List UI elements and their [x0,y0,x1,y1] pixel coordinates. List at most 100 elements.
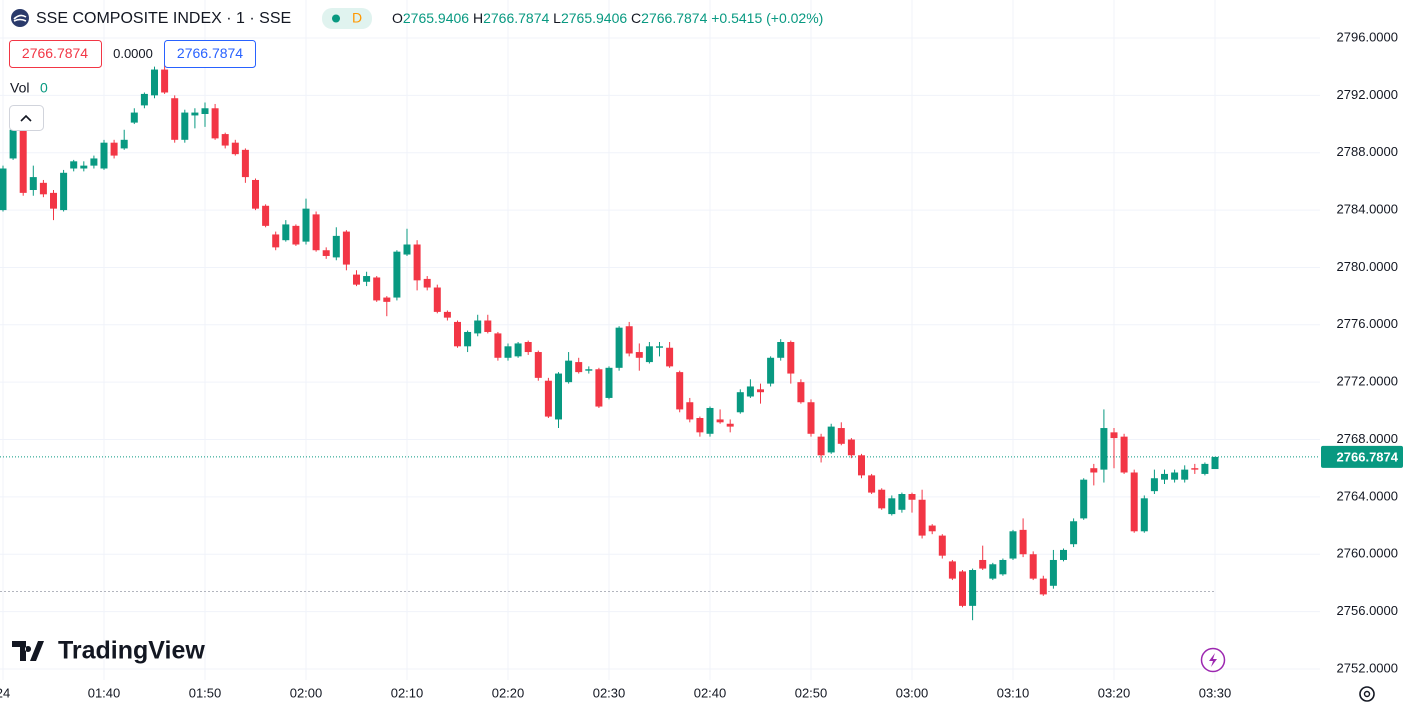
candle-body [1161,473,1168,480]
buy-box[interactable] [164,40,256,68]
status-pill[interactable] [322,8,372,29]
candle-body [969,570,977,606]
candle-body [504,346,512,358]
collapse-icon [20,114,32,122]
candle-body [231,142,239,155]
y-tick-label: 2796.0000 [1337,29,1398,44]
candle-body [221,134,229,146]
x-tick-label: 03:30 [1199,685,1232,700]
candle-body [1060,549,1067,560]
candle-body [514,343,522,357]
candle-body [827,426,835,453]
candle-body [322,250,330,256]
candle-body [19,129,27,193]
ohlc-legend: O2765.9406 H2766.7874 L2765.9406 C2766.7… [392,10,823,26]
candle-body [847,439,855,456]
candle-body [50,192,57,209]
candle-body [918,499,926,536]
candle-body [90,158,98,166]
candle-body [544,380,552,417]
candle-body [241,149,249,178]
y-tick-label: 2784.0000 [1337,202,1398,217]
candle-body [1201,463,1209,474]
candle-body [676,372,684,410]
ohlc-value: 2766.7874 [483,10,549,26]
collapse-button[interactable] [9,105,44,131]
candle-body [1029,554,1037,579]
candle-body [312,214,320,251]
candle-body [777,342,785,358]
x-tick-label: 02:10 [391,685,424,700]
candle-body [746,386,754,397]
candle-body [302,208,310,242]
candle-body [696,418,704,433]
candle-body [1171,472,1179,480]
candle-body [1090,468,1098,473]
candle-body [989,564,997,579]
volume-label: Vol [10,80,29,96]
last-price-label: 2766.7874 [1337,449,1399,464]
candle-body [666,347,674,367]
candle-body [484,320,492,332]
candle-body [1150,478,1158,492]
candle-body [837,428,845,444]
candle-body [403,244,411,255]
candle-body [706,407,714,434]
ohlc-letter: H [473,10,483,26]
candle-body [454,321,461,347]
candle-body [585,369,593,371]
candle-body [191,112,199,116]
x-tick-label: 01:50 [189,685,222,700]
candle-body [292,225,300,245]
ohlc-value: 2765.9406 [561,10,627,26]
symbol-title[interactable]: SSE COMPOSITE INDEX · 1 · SSE [36,10,291,27]
candle-body [948,561,956,579]
candle-body [332,235,340,258]
x-tick-label: 02:00 [290,685,323,700]
candle-body [716,419,724,423]
candle-body [898,494,906,510]
candle-body [171,98,179,140]
candle-body [938,535,946,556]
candle-body [1110,432,1118,439]
ohlc-value: 2766.7874 [641,10,707,26]
sell-box[interactable] [9,40,102,68]
candle-body [1070,521,1078,545]
candle-body [787,342,795,374]
candle-body [656,346,663,348]
y-tick-label: 2780.0000 [1337,259,1398,274]
x-tick-label: 02:20 [492,685,525,700]
candle-body [1080,479,1088,519]
candle-body [1181,469,1189,480]
y-tick-label: 2752.0000 [1337,660,1398,675]
candle-body [353,274,360,285]
candle-body [120,139,128,149]
candle-body [645,346,653,363]
x-tick-label: 03:10 [997,685,1030,700]
brand-logo [12,641,44,661]
y-tick-label: 2788.0000 [1337,144,1398,159]
status-dot [332,14,340,23]
candle-body [464,331,472,347]
candle-body [9,129,17,159]
candle-body [524,342,532,353]
candle-body [605,367,613,398]
x-tick-label: 02:50 [795,685,828,700]
candle-body [130,112,138,123]
candle-body [262,205,270,226]
candle-body [686,402,694,420]
settings-button[interactable] [1359,686,1375,702]
symbol-icon-mark [13,14,27,22]
volume-value: 0 [40,80,48,96]
x-tick-label: 03:00 [896,685,929,700]
candle-body [1049,559,1057,586]
x-tick-label: 01:40 [88,685,121,700]
candle-body [443,311,451,318]
candle-body [373,277,381,301]
candle-body [757,389,764,393]
last-price-box [1321,445,1403,468]
candle-body [413,244,421,281]
candle-body [858,455,865,476]
